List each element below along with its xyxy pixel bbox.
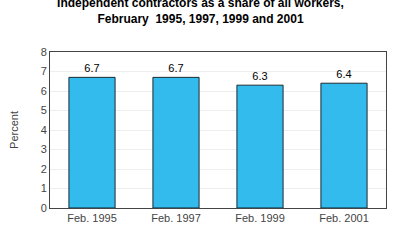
svg-text:2: 2	[41, 163, 47, 175]
svg-text:3: 3	[41, 143, 47, 155]
svg-text:6: 6	[41, 85, 47, 97]
svg-text:6.4: 6.4	[336, 68, 351, 80]
svg-text:Feb. 1995: Feb. 1995	[67, 212, 117, 224]
svg-text:8: 8	[41, 46, 47, 58]
svg-text:7: 7	[41, 65, 47, 77]
svg-text:Percent: Percent	[8, 111, 20, 149]
svg-text:Feb. 2001: Feb. 2001	[319, 212, 369, 224]
svg-text:5: 5	[41, 104, 47, 116]
svg-text:Feb. 1997: Feb. 1997	[151, 212, 201, 224]
svg-text:1: 1	[41, 182, 47, 194]
svg-text:Feb. 1999: Feb. 1999	[235, 212, 285, 224]
svg-text:6.7: 6.7	[84, 62, 99, 74]
svg-text:6.3: 6.3	[252, 70, 267, 82]
svg-text:Independent contractors as a s: Independent contractors as a share of al…	[57, 0, 344, 26]
svg-text:6.7: 6.7	[168, 62, 183, 74]
svg-text:4: 4	[41, 124, 47, 136]
svg-text:0: 0	[41, 202, 47, 214]
